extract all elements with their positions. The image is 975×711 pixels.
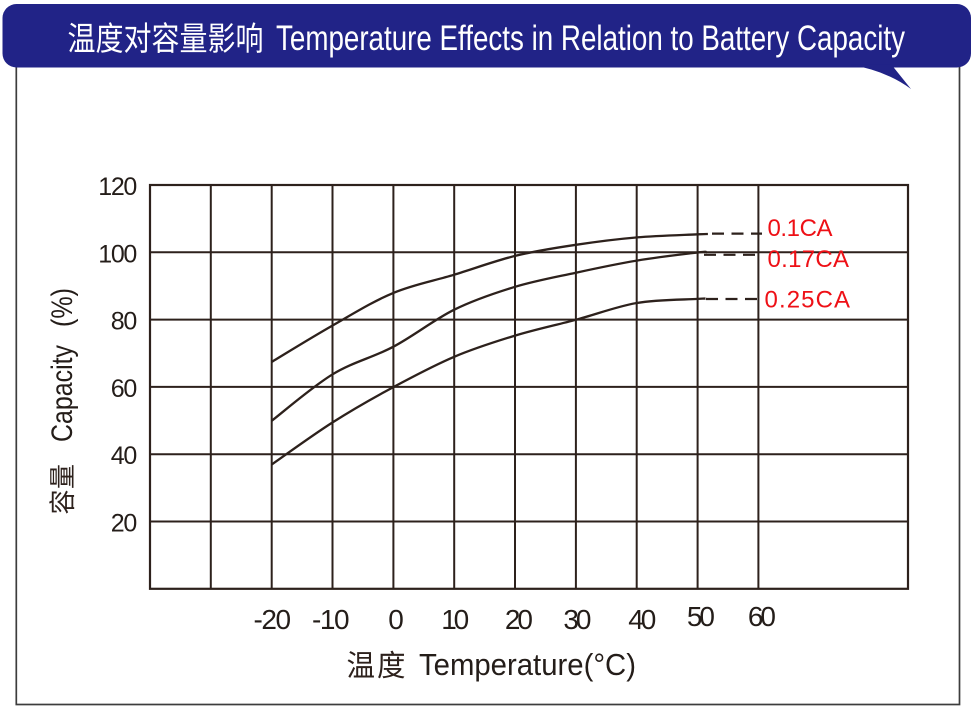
svg-text:0.1CA: 0.1CA bbox=[768, 215, 833, 242]
svg-text:20: 20 bbox=[505, 604, 533, 635]
svg-text:50: 50 bbox=[687, 601, 715, 632]
svg-text:20: 20 bbox=[111, 510, 138, 538]
svg-text:60: 60 bbox=[111, 375, 138, 403]
svg-text:30: 30 bbox=[563, 604, 591, 635]
svg-text:40: 40 bbox=[111, 442, 138, 470]
svg-text:80: 80 bbox=[111, 308, 138, 336]
svg-text:0.25CA: 0.25CA bbox=[765, 287, 851, 314]
svg-text:40: 40 bbox=[628, 604, 656, 635]
svg-text:60: 60 bbox=[748, 601, 776, 632]
svg-text:0: 0 bbox=[388, 604, 404, 635]
svg-text:100: 100 bbox=[98, 240, 137, 268]
svg-text:10: 10 bbox=[441, 604, 469, 635]
svg-text:120: 120 bbox=[98, 173, 137, 201]
svg-text:0.17CA: 0.17CA bbox=[768, 246, 850, 273]
svg-text:Temperature Effects in Relatio: Temperature Effects in Relation to Batte… bbox=[276, 19, 905, 58]
svg-text:-20: -20 bbox=[254, 604, 292, 635]
svg-text:Temperature(°C): Temperature(°C) bbox=[419, 647, 636, 682]
svg-text:Capacity: Capacity bbox=[46, 345, 79, 442]
svg-text:-10: -10 bbox=[312, 604, 350, 635]
svg-text:(%): (%) bbox=[46, 288, 79, 327]
